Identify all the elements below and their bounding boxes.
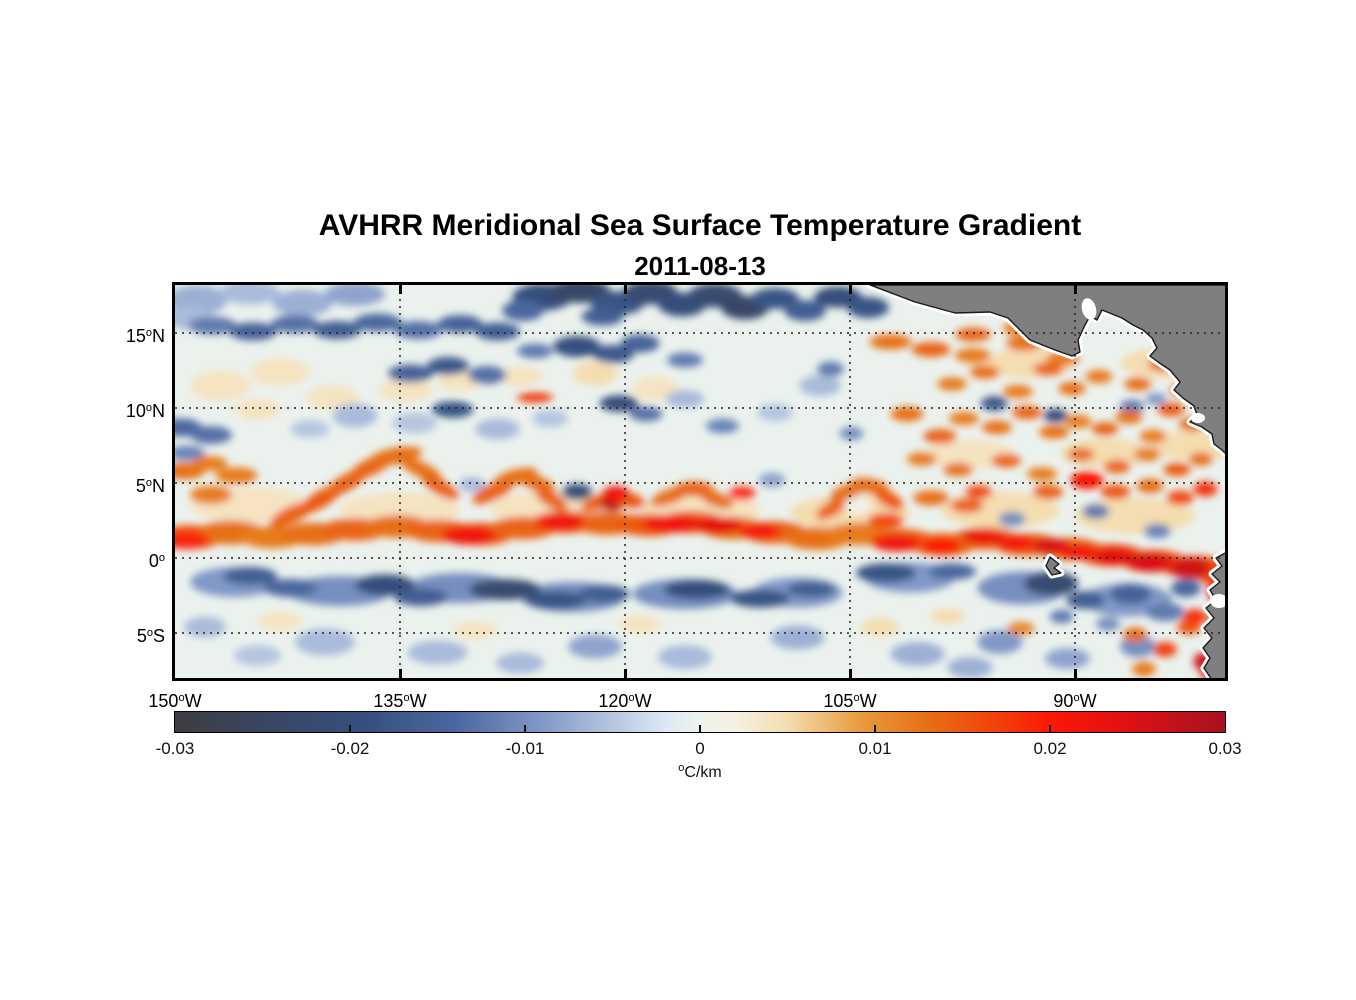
gridline-lon bbox=[1074, 285, 1076, 678]
gridline-lat bbox=[175, 557, 1225, 559]
colorbar-tick-label: -0.02 bbox=[330, 739, 370, 758]
colorbar-tick-label: 0.03 bbox=[1208, 739, 1242, 758]
lon-tick-label: 90oW bbox=[1053, 691, 1097, 711]
gridline-lat bbox=[175, 407, 1225, 409]
coastal-inlet bbox=[1210, 594, 1225, 608]
colorbar-tick-label: 0 bbox=[695, 739, 705, 758]
galapagos-landmass bbox=[1045, 556, 1062, 576]
gridline-lat bbox=[175, 332, 1225, 334]
colorbar bbox=[174, 711, 1226, 733]
central-america-landmass bbox=[869, 285, 1225, 454]
map-plot-area bbox=[172, 282, 1228, 681]
lon-tick-mark bbox=[398, 669, 402, 678]
plot-subtitle: 2011-08-13 bbox=[634, 251, 766, 281]
lat-tick-label: 15oN bbox=[125, 326, 165, 346]
colorbar-tick-label: -0.03 bbox=[155, 739, 195, 758]
land-layer bbox=[866, 285, 1225, 678]
colorbar-tick-label: 0.01 bbox=[858, 739, 892, 758]
gridline-lat bbox=[175, 632, 1225, 634]
colorbar-tick-label: 0.02 bbox=[1033, 739, 1067, 758]
gridline-lon bbox=[399, 285, 401, 678]
lon-tick-label: 120oW bbox=[598, 691, 652, 711]
lat-tick-label: 5oS bbox=[136, 626, 165, 646]
colorbar-tick-mark bbox=[874, 725, 876, 732]
south-america-landmass bbox=[1202, 552, 1225, 678]
lon-tick-mark bbox=[623, 285, 627, 294]
lat-tick-label: 0o bbox=[148, 551, 165, 571]
colorbar-tick-mark bbox=[1049, 725, 1051, 732]
colorbar-unit-label: oC/km bbox=[172, 762, 1228, 782]
gridline-lat bbox=[175, 482, 1225, 484]
plot-title: AVHRR Meridional Sea Surface Temperature… bbox=[318, 209, 1082, 242]
sst-gradient-field bbox=[175, 285, 1225, 678]
colorbar-tick-mark bbox=[349, 725, 351, 732]
lat-tick-label: 5oN bbox=[135, 476, 165, 496]
lon-tick-label: 150oW bbox=[148, 691, 202, 711]
coastal-inlet bbox=[1191, 413, 1205, 423]
colorbar-tick-label: -0.01 bbox=[505, 739, 545, 758]
lon-tick-mark bbox=[623, 669, 627, 678]
lon-tick-mark bbox=[398, 285, 402, 294]
lon-tick-mark bbox=[848, 285, 852, 294]
lon-tick-mark bbox=[1073, 285, 1077, 294]
lon-tick-label: 135oW bbox=[373, 691, 427, 711]
lat-tick-label: 10oN bbox=[125, 401, 165, 421]
colorbar-tick-mark bbox=[699, 725, 701, 732]
lon-tick-mark bbox=[1073, 669, 1077, 678]
coastal-inlet bbox=[1081, 298, 1097, 320]
degree-symbol: o bbox=[678, 762, 685, 774]
unit-text: C/km bbox=[684, 764, 722, 781]
lon-tick-mark bbox=[848, 669, 852, 678]
gridline-lon bbox=[849, 285, 851, 678]
colorbar-tick-mark bbox=[524, 725, 526, 732]
lon-tick-label: 105oW bbox=[823, 691, 877, 711]
gridline-lon bbox=[624, 285, 626, 678]
